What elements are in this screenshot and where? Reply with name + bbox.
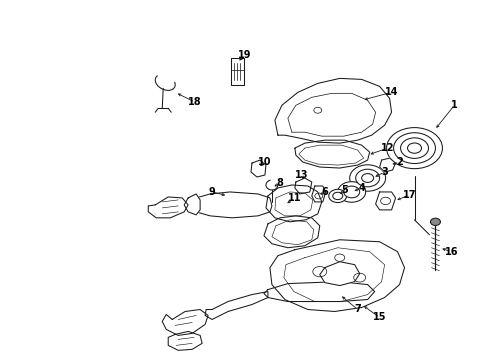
Polygon shape	[148, 197, 188, 218]
Polygon shape	[192, 192, 271, 218]
Circle shape	[407, 143, 421, 153]
Polygon shape	[265, 185, 321, 222]
Polygon shape	[230, 58, 244, 85]
Circle shape	[343, 186, 359, 198]
Polygon shape	[294, 178, 311, 194]
Text: 15: 15	[372, 312, 386, 323]
Text: 18: 18	[188, 97, 202, 107]
Text: 19: 19	[238, 50, 251, 60]
Text: 5: 5	[341, 185, 347, 195]
Circle shape	[313, 107, 321, 113]
Polygon shape	[264, 282, 374, 302]
Polygon shape	[184, 194, 200, 215]
Text: 8: 8	[276, 178, 283, 188]
Polygon shape	[375, 192, 395, 210]
Text: 12: 12	[380, 143, 393, 153]
Text: 17: 17	[402, 190, 415, 200]
Text: 6: 6	[321, 187, 327, 197]
Polygon shape	[379, 158, 395, 172]
Circle shape	[332, 192, 342, 199]
Circle shape	[386, 127, 442, 168]
Text: 9: 9	[208, 187, 215, 197]
Polygon shape	[264, 216, 319, 248]
Text: 14: 14	[384, 87, 398, 97]
Polygon shape	[311, 186, 325, 202]
Text: 11: 11	[287, 193, 301, 203]
Circle shape	[349, 165, 385, 191]
Text: 4: 4	[358, 183, 365, 193]
Text: 13: 13	[294, 170, 308, 180]
Polygon shape	[168, 332, 202, 350]
Text: 16: 16	[444, 247, 457, 257]
Circle shape	[393, 133, 435, 163]
Circle shape	[361, 174, 373, 183]
Polygon shape	[319, 262, 359, 285]
Polygon shape	[250, 160, 265, 177]
Polygon shape	[269, 240, 404, 311]
Text: 7: 7	[354, 305, 360, 315]
Text: 1: 1	[450, 100, 457, 110]
Circle shape	[355, 169, 379, 187]
Circle shape	[400, 138, 427, 158]
Text: 2: 2	[395, 157, 402, 167]
Polygon shape	[204, 292, 267, 319]
Text: 3: 3	[381, 167, 387, 177]
Circle shape	[429, 218, 440, 225]
Circle shape	[337, 182, 365, 202]
Text: 10: 10	[258, 157, 271, 167]
Polygon shape	[162, 310, 208, 336]
Circle shape	[328, 189, 346, 203]
